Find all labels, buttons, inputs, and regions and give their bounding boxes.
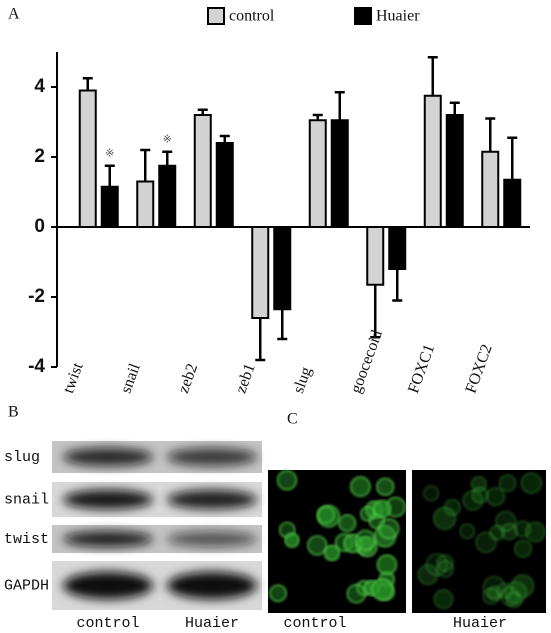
bar [78, 89, 97, 228]
blot-band [167, 448, 257, 466]
blot-band [167, 531, 257, 547]
cell [433, 506, 457, 530]
blot-band [167, 571, 257, 600]
image-column-label: Huaier [453, 615, 507, 632]
cell [360, 506, 376, 522]
cell [489, 524, 506, 541]
cell [459, 523, 476, 540]
blot-band [63, 571, 153, 600]
y-tick-label: -2 [28, 286, 45, 307]
cell [471, 486, 489, 504]
cell [346, 584, 367, 604]
legend-label: Huaier [376, 8, 420, 25]
bar [388, 226, 407, 270]
cell [496, 582, 513, 599]
cell [284, 532, 300, 548]
y-tick-label: 0 [34, 216, 45, 237]
bar [503, 178, 522, 228]
immunofluorescence: control Huaier [268, 470, 546, 632]
panel-label: C [287, 411, 298, 428]
cell [376, 554, 398, 575]
blot-row-label: slug [4, 449, 40, 466]
cell [307, 535, 328, 556]
x-tick-label: FOXC1 [405, 342, 438, 395]
bar [273, 226, 292, 311]
blot-row-label: snail [4, 491, 49, 508]
bar [330, 119, 349, 228]
cell [436, 554, 454, 572]
blot-band [63, 531, 153, 547]
bar [251, 226, 270, 319]
cell [372, 499, 392, 519]
y-tick-label: 4 [34, 76, 45, 97]
bar [158, 164, 177, 228]
bar [215, 142, 234, 228]
bar [445, 114, 464, 228]
legend-swatch [207, 7, 225, 25]
bar [481, 150, 500, 228]
panel-label: A [8, 6, 20, 23]
y-tick-label: -4 [28, 356, 45, 377]
bar [193, 114, 212, 228]
western-blot: slug snail twist GAPDH control Huaier [4, 441, 262, 632]
bar [136, 180, 155, 228]
blot-band [63, 448, 153, 466]
x-tick-label: twist [60, 360, 87, 396]
cell [350, 476, 371, 497]
panel-label: B [8, 404, 19, 421]
cell [376, 477, 395, 496]
bar [100, 185, 119, 228]
cell [485, 487, 506, 507]
x-tick-label: goocecoid [347, 328, 385, 396]
x-tick-label: FOXC2 [462, 342, 495, 395]
cell [269, 584, 287, 603]
cell [505, 591, 523, 609]
cell [423, 485, 440, 502]
cell [276, 470, 298, 491]
blot-column-label: Huaier [185, 615, 239, 632]
x-tick-label: slug [290, 365, 315, 396]
blot-row-label: GAPDH [4, 577, 49, 594]
cell [433, 589, 454, 610]
image-column-label: control [283, 615, 346, 632]
y-tick-label: 2 [34, 146, 45, 167]
blot-row-label: twist [4, 531, 49, 548]
cell [378, 518, 400, 540]
blot-band [167, 489, 257, 510]
cell [514, 539, 533, 558]
cell [482, 587, 500, 605]
cell [338, 514, 357, 533]
bar [366, 226, 385, 286]
legend-swatch [354, 7, 372, 25]
cell [316, 505, 335, 524]
x-tick-label: zeb1 [232, 361, 258, 395]
blot-column-label: control [76, 615, 139, 632]
x-tick-label: snail [117, 361, 143, 396]
cell [520, 472, 542, 494]
cell [323, 544, 341, 562]
annotation: ※ [163, 133, 172, 145]
legend-label: control [229, 8, 275, 25]
blot-band [63, 489, 153, 510]
bar [423, 94, 442, 228]
cell [525, 521, 546, 543]
annotation: ※ [105, 147, 114, 159]
cell [371, 578, 394, 601]
cell [355, 529, 376, 551]
x-tick-label: zeb2 [175, 361, 201, 395]
bar [308, 119, 327, 228]
cell [498, 474, 517, 492]
